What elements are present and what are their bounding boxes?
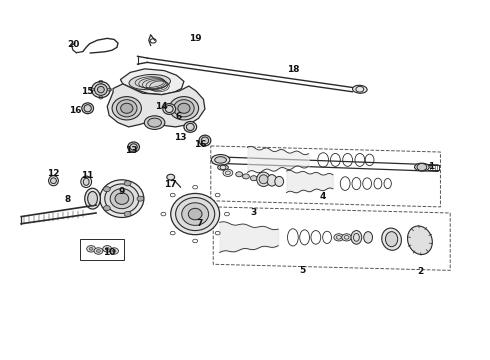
Circle shape xyxy=(103,186,110,192)
Ellipse shape xyxy=(98,86,104,93)
Ellipse shape xyxy=(171,193,220,235)
Circle shape xyxy=(105,247,109,250)
Ellipse shape xyxy=(145,116,165,130)
Ellipse shape xyxy=(148,118,161,127)
Text: 15: 15 xyxy=(81,86,94,95)
Ellipse shape xyxy=(92,82,110,98)
Circle shape xyxy=(124,181,131,186)
Text: 6: 6 xyxy=(176,112,182,121)
Ellipse shape xyxy=(112,96,142,120)
Ellipse shape xyxy=(128,142,140,152)
Text: 18: 18 xyxy=(287,65,299,74)
Ellipse shape xyxy=(199,135,211,146)
Ellipse shape xyxy=(201,137,209,144)
Ellipse shape xyxy=(49,176,58,186)
Ellipse shape xyxy=(82,103,94,114)
Ellipse shape xyxy=(175,198,215,230)
Circle shape xyxy=(243,174,249,179)
Ellipse shape xyxy=(184,122,196,132)
Ellipse shape xyxy=(169,96,198,120)
Circle shape xyxy=(89,247,93,250)
Circle shape xyxy=(112,249,116,252)
Ellipse shape xyxy=(129,75,171,90)
Text: 13: 13 xyxy=(174,133,187,142)
Text: 14: 14 xyxy=(155,102,167,111)
Circle shape xyxy=(137,196,144,201)
Text: 13: 13 xyxy=(125,146,138,155)
Text: 5: 5 xyxy=(299,266,306,275)
Ellipse shape xyxy=(130,144,137,150)
Ellipse shape xyxy=(85,188,100,209)
Circle shape xyxy=(103,206,110,211)
Circle shape xyxy=(223,169,233,176)
Ellipse shape xyxy=(105,184,139,213)
Ellipse shape xyxy=(115,193,129,204)
Ellipse shape xyxy=(165,105,173,113)
Text: 7: 7 xyxy=(197,219,203,228)
Circle shape xyxy=(250,176,257,181)
Ellipse shape xyxy=(257,172,270,186)
Ellipse shape xyxy=(211,154,230,165)
Ellipse shape xyxy=(84,105,91,112)
Ellipse shape xyxy=(186,123,194,131)
Ellipse shape xyxy=(275,176,284,186)
Ellipse shape xyxy=(83,178,89,185)
Text: 10: 10 xyxy=(103,248,115,257)
Ellipse shape xyxy=(215,157,226,163)
Circle shape xyxy=(342,234,351,241)
Ellipse shape xyxy=(163,104,175,114)
Text: 11: 11 xyxy=(81,171,94,180)
Ellipse shape xyxy=(50,178,56,184)
Circle shape xyxy=(167,174,174,180)
Text: 3: 3 xyxy=(251,208,257,217)
Ellipse shape xyxy=(81,176,92,188)
Ellipse shape xyxy=(173,100,194,117)
Circle shape xyxy=(124,211,131,216)
Ellipse shape xyxy=(364,231,372,243)
Circle shape xyxy=(87,246,96,252)
Circle shape xyxy=(417,163,427,171)
Circle shape xyxy=(110,248,119,254)
Text: 9: 9 xyxy=(119,187,125,196)
Ellipse shape xyxy=(95,84,107,95)
Ellipse shape xyxy=(218,165,228,170)
Text: 20: 20 xyxy=(67,40,79,49)
Circle shape xyxy=(236,172,243,177)
Polygon shape xyxy=(107,84,205,127)
Ellipse shape xyxy=(415,163,429,171)
Circle shape xyxy=(94,248,103,254)
Ellipse shape xyxy=(352,85,367,93)
Text: 16: 16 xyxy=(69,105,81,114)
Ellipse shape xyxy=(182,203,209,225)
Ellipse shape xyxy=(267,175,277,186)
Text: 4: 4 xyxy=(320,192,326,201)
Ellipse shape xyxy=(117,100,137,117)
Text: 12: 12 xyxy=(47,169,60,178)
Text: 8: 8 xyxy=(65,195,71,204)
Ellipse shape xyxy=(259,175,268,184)
Ellipse shape xyxy=(100,180,144,217)
Ellipse shape xyxy=(178,103,190,113)
Ellipse shape xyxy=(408,226,432,255)
Circle shape xyxy=(334,234,343,241)
Text: 1: 1 xyxy=(428,162,434,171)
Circle shape xyxy=(97,249,100,252)
Polygon shape xyxy=(121,69,184,95)
Ellipse shape xyxy=(188,208,202,220)
Ellipse shape xyxy=(382,228,401,250)
Ellipse shape xyxy=(88,192,98,206)
Text: 17: 17 xyxy=(165,180,177,189)
Text: 2: 2 xyxy=(417,267,423,276)
Ellipse shape xyxy=(110,189,134,209)
Ellipse shape xyxy=(351,230,362,244)
Ellipse shape xyxy=(386,231,398,247)
Text: 16: 16 xyxy=(194,140,206,149)
Text: 19: 19 xyxy=(189,34,201,43)
Bar xyxy=(80,239,124,260)
Circle shape xyxy=(103,246,112,252)
Ellipse shape xyxy=(121,103,133,113)
